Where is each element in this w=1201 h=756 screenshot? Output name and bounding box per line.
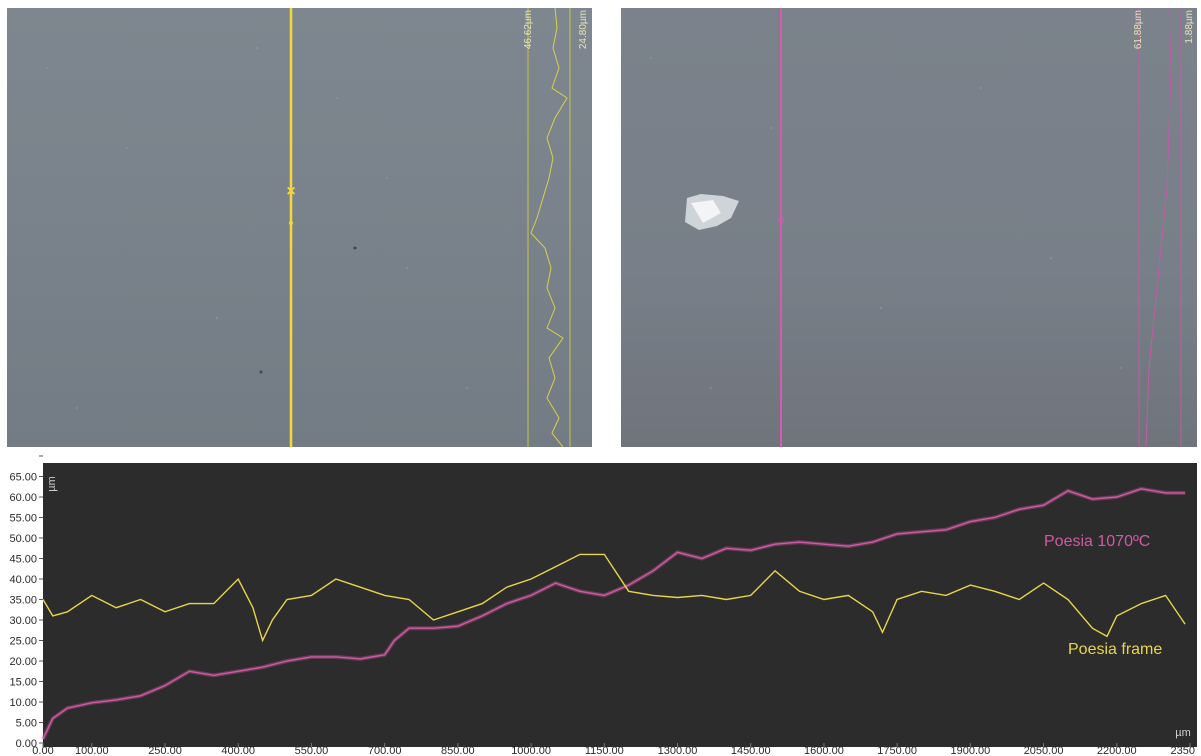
- profile-chart-svg: 0.00 5.00 10.00 15.00 20.00 25.00 30.00 35.00 40…: [7, 452, 1197, 756]
- x-tick-label: 1000.00: [511, 745, 551, 756]
- scale-label-left-2: 24.80µm: [578, 10, 589, 50]
- x-tick-label: 700.00: [368, 745, 402, 756]
- micrograph-right: 61.88µm 1.88µm: [621, 8, 1197, 447]
- micrograph-left: × 46.62µm 24.80µm: [7, 8, 592, 447]
- y-tick-label: 5.00: [16, 718, 37, 730]
- x-tick-label: 1600.00: [804, 745, 844, 756]
- y-tick-label: 20.00: [9, 656, 37, 668]
- plot-area: [43, 463, 1197, 747]
- legend-series-frame: Poesia frame: [1068, 641, 1162, 658]
- inset-profile-right: [1145, 8, 1172, 447]
- y-tick-label: 35.00: [9, 595, 37, 607]
- series-line: [42, 553, 1186, 643]
- x-tick-label: 2050.00: [1024, 745, 1064, 756]
- x-tick-label: 2200.00: [1097, 745, 1137, 756]
- x-tick-label: 1900.00: [950, 745, 990, 756]
- y-tick-label: 25.00: [9, 636, 37, 648]
- x-tick-label: 850.00: [441, 745, 475, 756]
- micrograph-right-overlay: [650, 8, 1182, 447]
- x-tick-label: 1450.00: [731, 745, 771, 756]
- x-tick-label: 2350: [1171, 745, 1195, 756]
- x-axis-unit: µm: [1175, 727, 1191, 739]
- y-tick-label: 50.00: [9, 533, 37, 545]
- micrograph-left-overlay: ×: [46, 8, 571, 447]
- x-tick-label: 550.00: [295, 745, 329, 756]
- y-tick-label: 60.00: [9, 492, 37, 504]
- x-tick-label: 250.00: [148, 745, 182, 756]
- inset-profile-left: [530, 8, 568, 447]
- x-tick-label: 400.00: [221, 745, 255, 756]
- x-tick-label: 1750.00: [877, 745, 917, 756]
- series-line: [42, 488, 1186, 740]
- x-axis: 0.00 100.00 250.00 400.00 550.00 700.00 850.00…: [32, 743, 1195, 756]
- scale-label-right-1: 61.88µm: [1133, 10, 1144, 50]
- y-axis: 0.00 5.00 10.00 15.00 20.00 25.00 30.00 35.00 40…: [9, 455, 43, 750]
- x-tick-label: 1150.00: [585, 745, 624, 756]
- y-tick-label: 0.00: [16, 738, 37, 750]
- y-tick-label: 15.00: [9, 677, 37, 689]
- scale-label-left-1: 46.62µm: [523, 10, 534, 50]
- y-tick-label: 55.00: [9, 513, 37, 525]
- x-tick-label: 100.00: [75, 745, 109, 756]
- x-tick-label: 1300.00: [658, 745, 698, 756]
- y-tick-label: 40.00: [9, 574, 37, 586]
- scale-label-right-2: 1.88µm: [1184, 10, 1195, 44]
- y-tick-label: 45.00: [9, 554, 37, 566]
- y-tick-label: 10.00: [9, 697, 37, 709]
- legend-series-1070: Poesia 1070ºC: [1044, 533, 1150, 550]
- profile-chart: 0.00 5.00 10.00 15.00 20.00 25.00 30.00 35.00 40…: [7, 452, 1197, 756]
- series-layer: [41, 486, 1186, 740]
- y-axis-unit: µm: [46, 476, 58, 492]
- x-tick-label: 0.00: [32, 745, 53, 756]
- y-tick-label: 65.00: [9, 472, 37, 484]
- y-tick-label: 30.00: [9, 615, 37, 627]
- profile-marker[interactable]: ×: [286, 183, 295, 200]
